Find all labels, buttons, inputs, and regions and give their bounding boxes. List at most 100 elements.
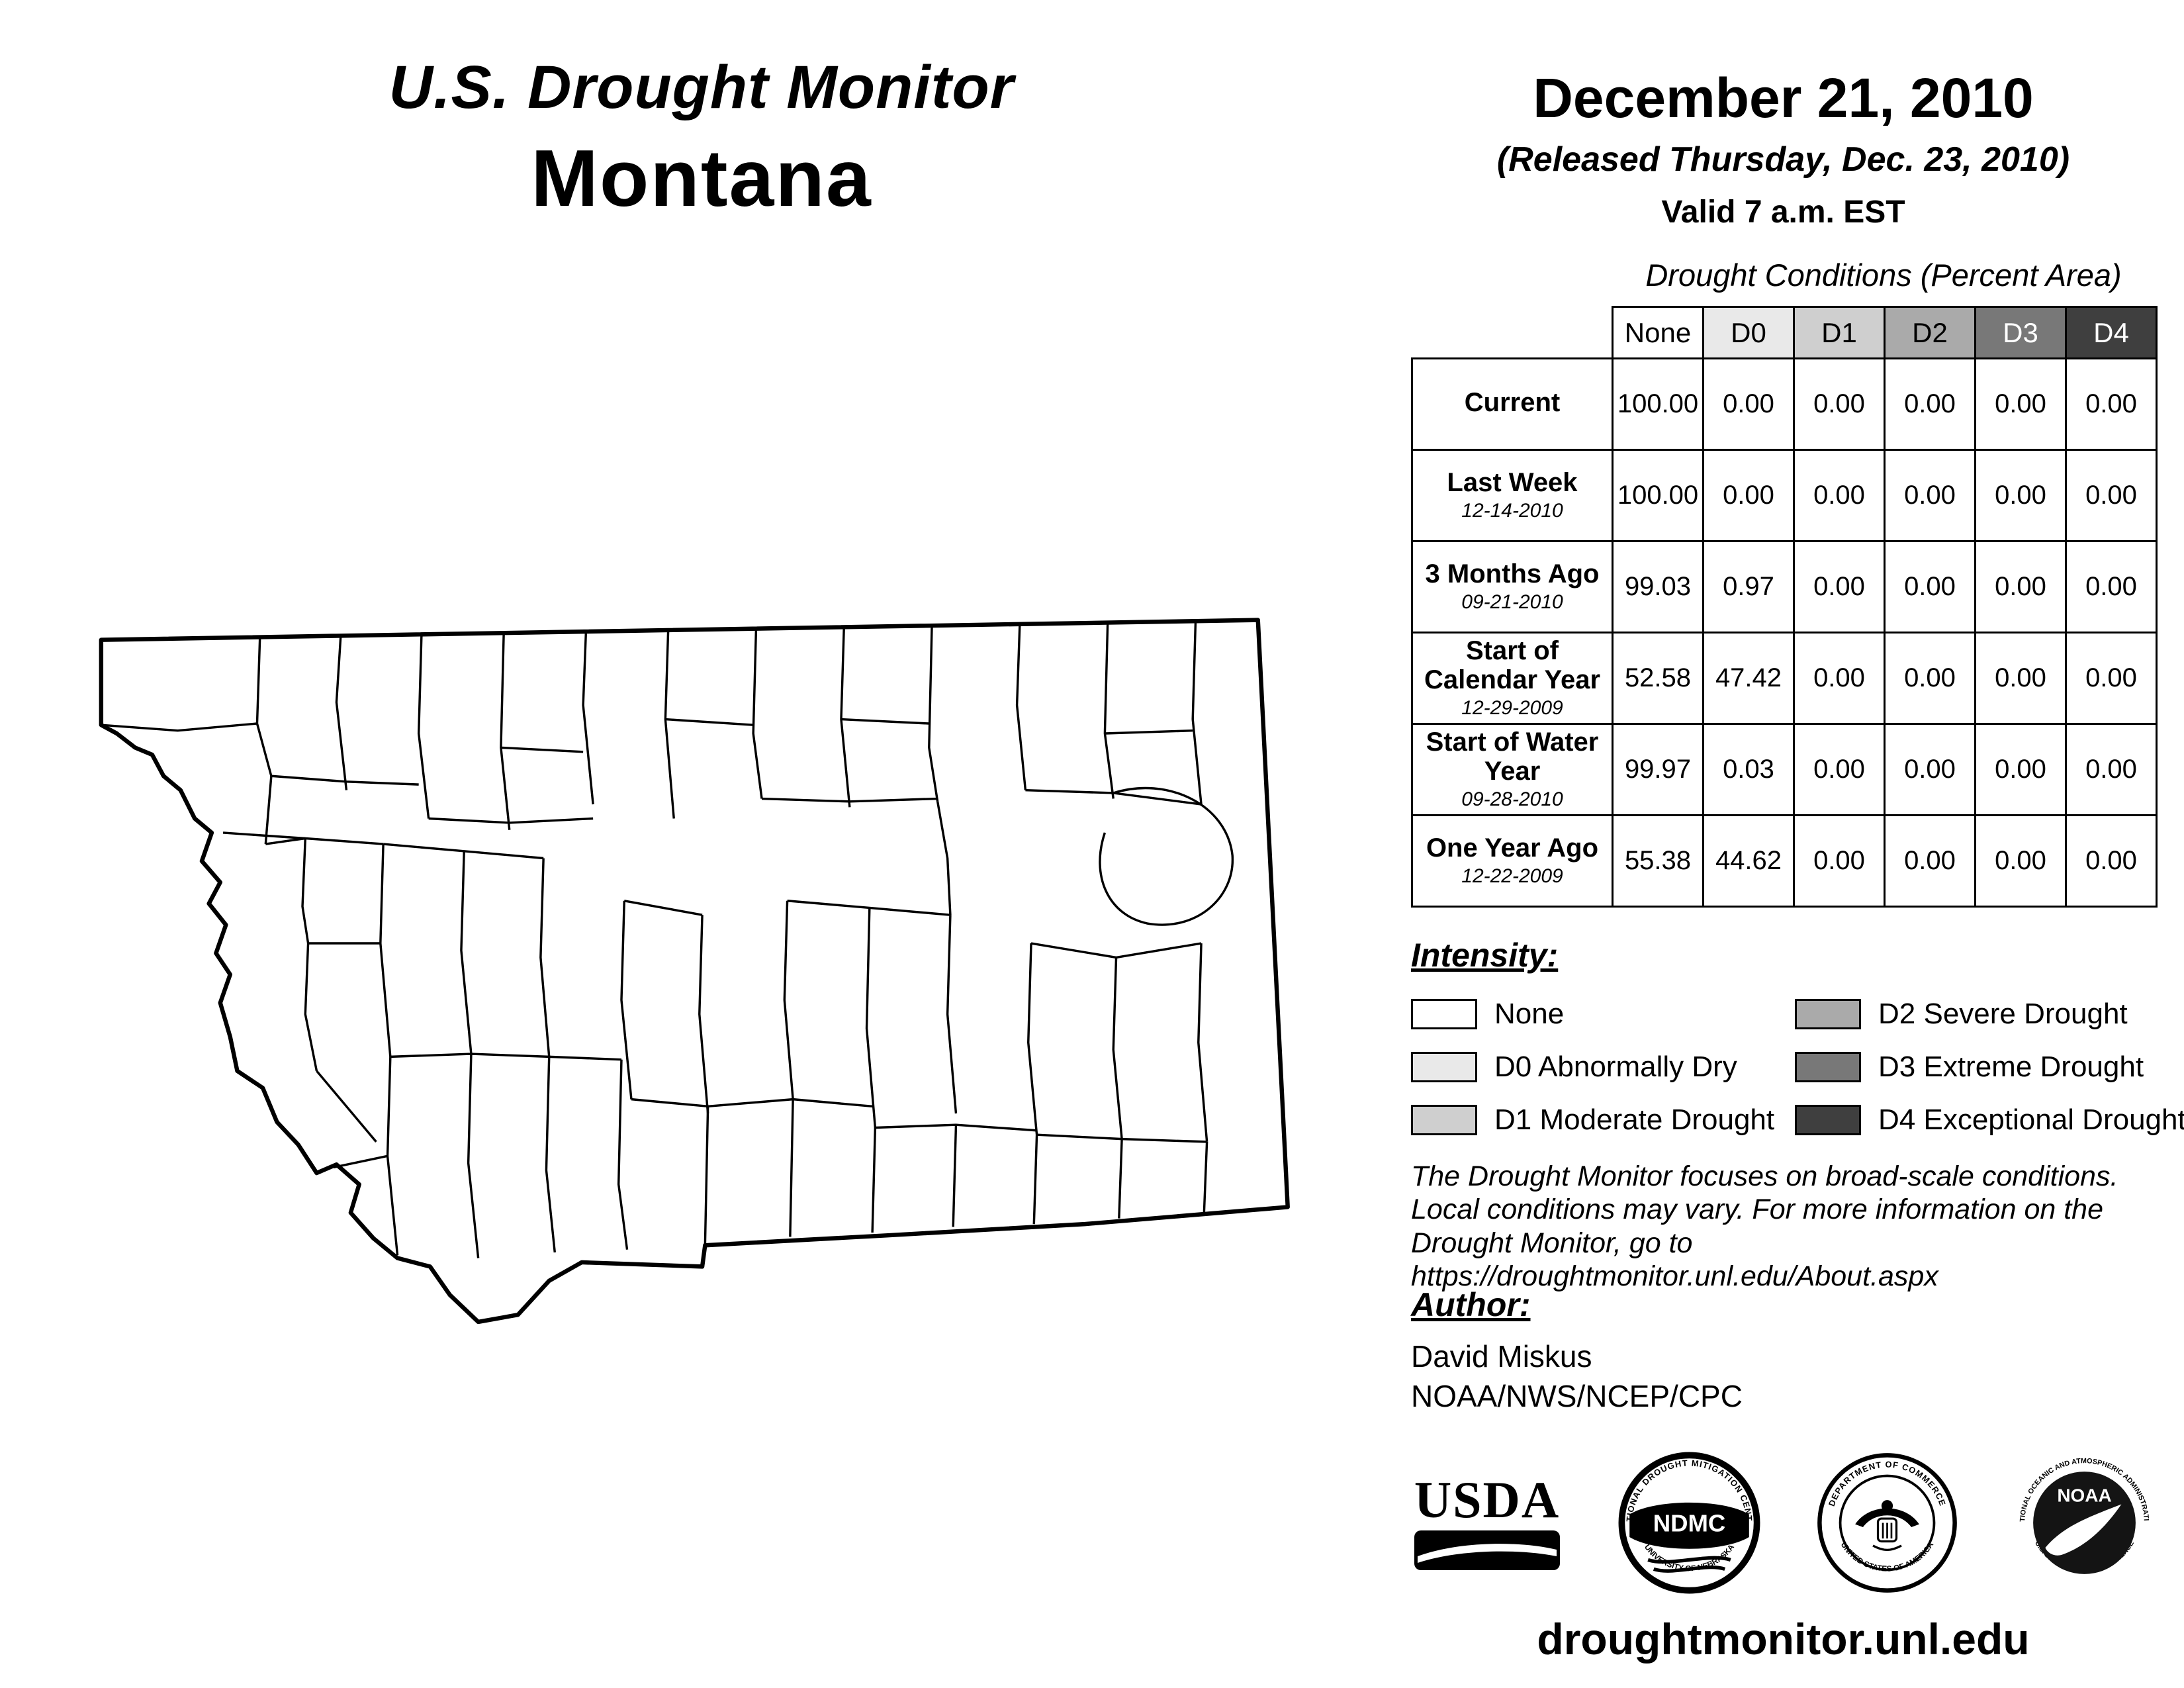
legend-label: D1 Moderate Drought <box>1494 1103 1775 1136</box>
left-header: U.S. Drought Monitor Montana <box>199 53 1205 224</box>
disclaimer-line: The Drought Monitor focuses on broad-sca… <box>1411 1160 2118 1192</box>
disclaimer-line: Local conditions may vary. For more info… <box>1411 1194 2104 1226</box>
cell: 0.00 <box>1884 632 1976 725</box>
county-boundaries <box>101 621 1234 1258</box>
row-date: 12-22-2009 <box>1461 865 1563 888</box>
legend-swatch-d3 <box>1795 1052 1861 1082</box>
legend-item-d4: D4 Exceptional Drought <box>1795 1094 2184 1147</box>
cell: 99.03 <box>1612 540 1704 633</box>
row-date: 09-21-2010 <box>1461 591 1563 614</box>
valid-time: Valid 7 a.m. EST <box>1661 195 1905 230</box>
ndmc-seal: NATIONAL DROUGHT MITIGATION CENTER UNIVE… <box>1615 1444 1760 1594</box>
row-label: 3 Months Ago <box>1425 559 1600 588</box>
cell: 0.00 <box>1702 357 1795 451</box>
cell: 0.00 <box>1884 814 1976 908</box>
cell: 99.97 <box>1612 723 1704 816</box>
legend-label: D3 Extreme Drought <box>1878 1051 2144 1083</box>
cell: 0.00 <box>1793 540 1886 633</box>
cell: 52.58 <box>1612 632 1704 725</box>
legend-label: D4 Exceptional Drought <box>1878 1103 2184 1136</box>
drought-conditions-table: None D0 D1 D2 D3 D4 Current 100.00 0.00 … <box>1411 306 2158 908</box>
row-label: Start of Water Year <box>1426 727 1599 786</box>
cell: 0.00 <box>1974 540 2067 633</box>
cell: 0.00 <box>2065 814 2158 908</box>
author-name: David Miskus <box>1411 1339 1592 1374</box>
col-header-d4: D4 <box>2065 306 2158 359</box>
montana-county-map <box>99 618 1290 1325</box>
noaa-seal: NATIONAL OCEANIC AND ATMOSPHERIC ADMINIS… <box>2011 1446 2156 1594</box>
disclaimer: The Drought Monitor focuses on broad-sca… <box>1411 1160 2184 1293</box>
table-row: 3 Months Ago 09-21-2010 99.03 0.97 0.00 0… <box>1411 540 2158 633</box>
author-org: NOAA/NWS/NCEP/CPC <box>1411 1379 1743 1413</box>
legend-heading: Intensity: <box>1411 937 1559 974</box>
logos-row: USDA NATIONAL DROUGHT MITIGATION CENTER … <box>1411 1444 2156 1599</box>
table-row: One Year Ago 12-22-2009 55.38 44.62 0.00 … <box>1411 814 2158 908</box>
table-row: Start of Water Year 09-28-2010 99.97 0.03… <box>1411 723 2158 816</box>
cell: 0.00 <box>1793 814 1886 908</box>
cell: 0.00 <box>2065 632 2158 725</box>
row-date: 09-28-2010 <box>1461 788 1563 810</box>
usda-symbol <box>1414 1530 1560 1570</box>
table-row: Current 100.00 0.00 0.00 0.00 0.00 0.00 <box>1411 357 2158 451</box>
legend-swatch-d1 <box>1411 1105 1477 1135</box>
row-label: Start of Calendar Year <box>1424 636 1601 694</box>
cell: 100.00 <box>1612 357 1704 451</box>
cell: 0.00 <box>1793 357 1886 451</box>
cell: 55.38 <box>1612 814 1704 908</box>
date-block: December 21, 2010 (Released Thursday, De… <box>1411 66 2156 230</box>
row-label: Last Week <box>1447 467 1578 497</box>
col-header-d1: D1 <box>1793 306 1886 359</box>
cell: 0.00 <box>1793 449 1886 542</box>
map-container <box>93 616 1291 1331</box>
state-outline <box>99 618 1290 1325</box>
cell: 0.00 <box>1884 357 1976 451</box>
legend-label: D2 Severe Drought <box>1878 998 2128 1030</box>
release-date: (Released Thursday, Dec. 23, 2010) <box>1496 140 2070 179</box>
row-date: 12-29-2009 <box>1461 696 1563 719</box>
table-corner <box>1412 306 1613 359</box>
cell: 0.00 <box>2065 540 2158 633</box>
cell: 0.00 <box>1974 723 2067 816</box>
cell: 0.00 <box>2065 723 2158 816</box>
noaa-wordmark: NOAA <box>2057 1485 2111 1505</box>
usda-logo: USDA <box>1411 1470 1563 1575</box>
noaa-seagull-icon <box>2045 1504 2122 1556</box>
disclaimer-line: Drought Monitor, go to https://droughtmo… <box>1411 1227 1938 1292</box>
table-row: Last Week 12-14-2010 100.00 0.00 0.00 0.0… <box>1411 449 2158 542</box>
monitor-title: U.S. Drought Monitor <box>388 54 1015 121</box>
col-header-none: None <box>1612 306 1704 359</box>
cell: 0.00 <box>2065 357 2158 451</box>
legend-label: None <box>1494 998 1565 1030</box>
cell: 0.00 <box>1884 540 1976 633</box>
cell: 0.00 <box>1974 814 2067 908</box>
legend-column-left: None D0 Abnormally Dry D1 Moderate Droug… <box>1411 988 1774 1147</box>
legend-item-d0: D0 Abnormally Dry <box>1411 1041 1774 1094</box>
cell: 0.03 <box>1702 723 1795 816</box>
legend-swatch-d2 <box>1795 999 1861 1029</box>
author-heading: Author: <box>1411 1286 1531 1323</box>
legend-swatch-d4 <box>1795 1105 1861 1135</box>
cell: 44.62 <box>1702 814 1795 908</box>
cell: 0.00 <box>1884 449 1976 542</box>
col-header-d2: D2 <box>1884 306 1976 359</box>
table-row: Start of Calendar Year 12-29-2009 52.58 4… <box>1411 632 2158 725</box>
table-caption: Drought Conditions (Percent Area) <box>1645 258 2122 293</box>
cell: 0.00 <box>1793 632 1886 725</box>
legend-item-d1: D1 Moderate Drought <box>1411 1094 1774 1147</box>
legend-item-d3: D3 Extreme Drought <box>1795 1041 2184 1094</box>
report-date: December 21, 2010 <box>1533 67 2034 129</box>
col-header-d3: D3 <box>1974 306 2067 359</box>
legend-swatch-none <box>1411 999 1477 1029</box>
cell: 0.00 <box>1974 357 2067 451</box>
cell: 0.00 <box>1884 723 1976 816</box>
cell: 0.00 <box>1974 449 2067 542</box>
cell: 0.00 <box>2065 449 2158 542</box>
col-header-d0: D0 <box>1702 306 1795 359</box>
footer-url: droughtmonitor.unl.edu <box>1537 1615 2030 1664</box>
cell: 0.97 <box>1702 540 1795 633</box>
legend-column-right: D2 Severe Drought D3 Extreme Drought D4 … <box>1795 988 2184 1147</box>
cell: 0.00 <box>1974 632 2067 725</box>
row-label: Current <box>1464 387 1561 417</box>
doc-seal: DEPARTMENT OF COMMERCE UNITED STATES OF … <box>1816 1452 1958 1594</box>
